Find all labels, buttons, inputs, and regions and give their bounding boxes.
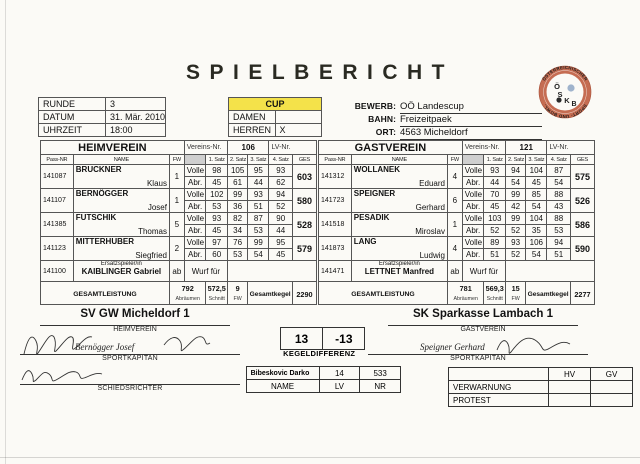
svg-text:K: K [564,96,570,105]
svg-text:B: B [571,101,576,108]
